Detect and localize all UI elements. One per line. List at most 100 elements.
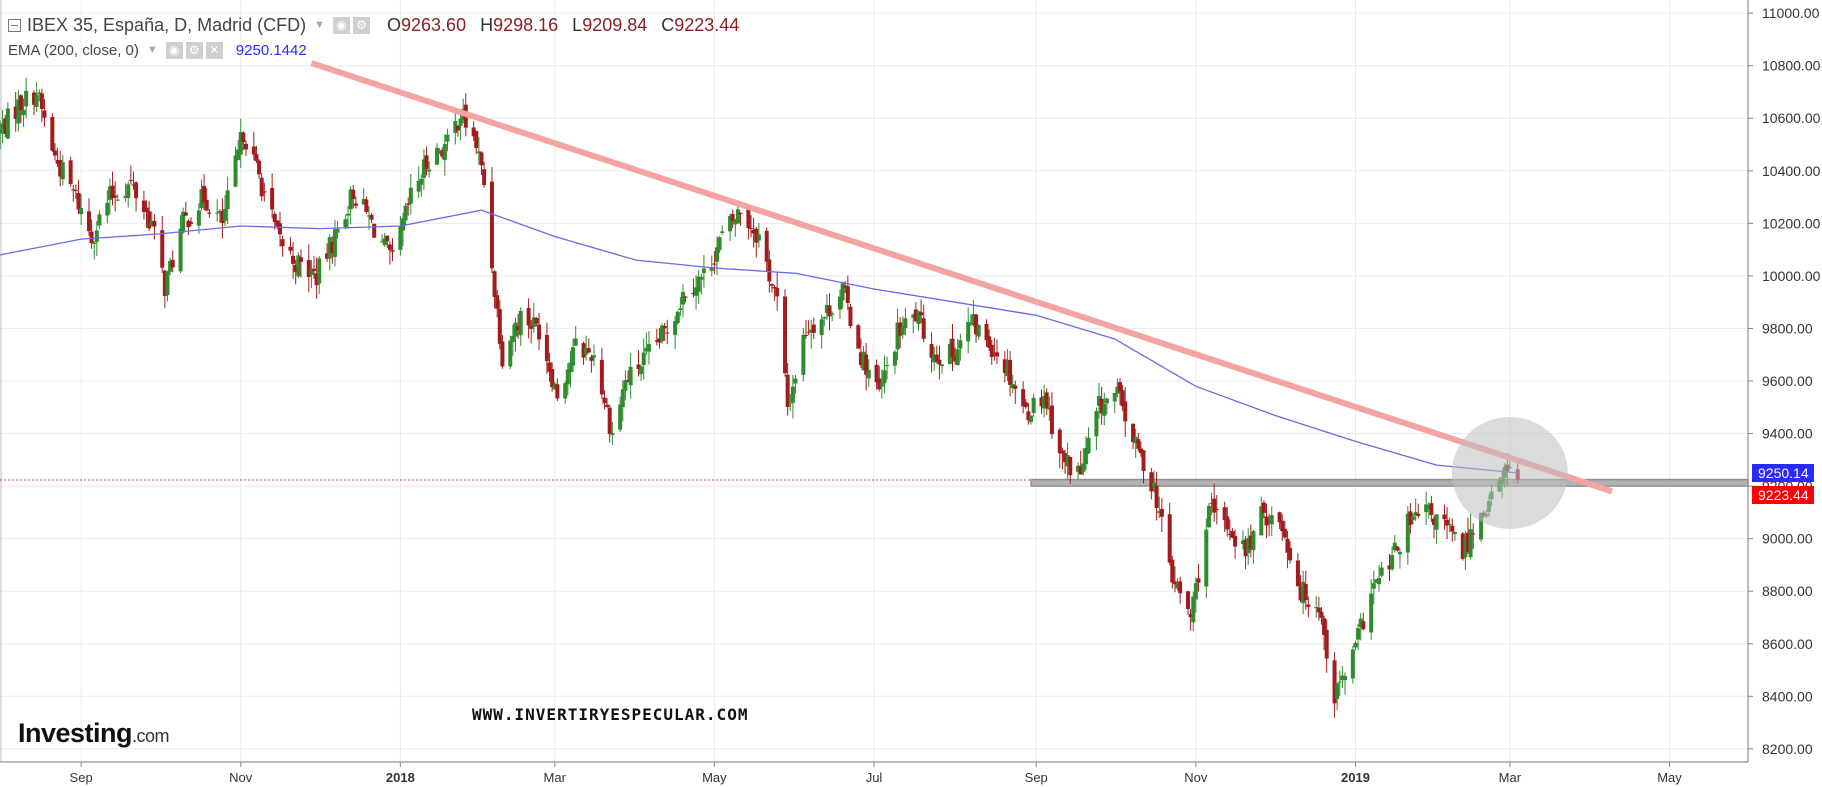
candle-body [1269,515,1274,525]
candle-body [1013,385,1018,389]
candle-body [994,352,999,357]
candle-body [437,152,442,154]
candle-body [1259,506,1264,536]
candle-body [335,228,340,233]
candle-body [79,207,84,215]
candle-body [678,308,683,311]
candle-body [1008,359,1013,385]
candle-body [605,404,610,408]
candle-body [110,185,115,199]
candle-body [196,210,201,226]
candle-body [382,238,387,246]
candle-body [717,237,722,251]
chevron-down-icon[interactable]: ▼ [146,44,158,56]
x-tick-label: Jul [866,770,883,785]
support-zone [1030,478,1749,487]
candle-body [989,344,994,357]
candle-body [21,109,26,116]
y-tick-label: 9000.00 [1762,531,1813,547]
candle-body [141,200,146,212]
candle-body [738,212,743,214]
candle-body [1261,502,1266,513]
candle-body [128,179,133,181]
candle-body [628,366,633,386]
candle-body [772,286,777,289]
eye-icon[interactable]: ◉ [333,16,350,34]
candle-body [351,189,356,200]
candle-body [186,220,191,228]
candle-body [929,344,934,358]
candle-body [160,230,165,268]
candle-body [1397,551,1402,555]
candle-body [1429,503,1434,516]
candle-body [52,150,57,156]
investing-logo[interactable]: Investing.com [18,718,170,749]
candle-body [181,211,186,233]
settings-icon[interactable]: ⚙ [185,41,203,59]
candle-body [767,259,772,282]
candle-body [400,218,405,231]
candle-body [1303,584,1308,601]
eye-icon[interactable]: ◉ [165,41,183,59]
y-tick-label: 10600.00 [1762,110,1821,126]
candle-body [866,369,871,379]
candle-body [39,93,44,109]
candle-body [123,195,128,199]
candle-body [1442,514,1447,520]
candle-body [602,397,607,404]
candle-body [1102,404,1107,416]
candle-body [1123,401,1128,422]
collapse-legend-icon[interactable] [8,18,21,32]
candle-body [1387,565,1392,570]
candle-body [636,364,641,369]
candle-body [709,267,714,271]
candle-body [217,211,222,213]
candle-body [1222,507,1227,520]
candle-body [565,369,570,385]
candle-body [492,271,497,298]
candle-body [92,242,97,244]
candle-body [1131,423,1136,443]
candle-body [361,199,366,205]
candle-body [1172,581,1177,585]
candle-body [1227,534,1232,536]
close-icon[interactable]: ✕ [205,41,223,59]
candle-body [497,309,502,344]
candle-body [550,369,555,388]
candle-body [1371,583,1376,589]
candle-body [913,309,918,322]
candle-body [987,336,992,348]
candle-body [675,311,680,324]
ema-label[interactable]: EMA (200, close, 0) [8,41,139,59]
symbol-legend-row: IBEX 35, España, D, Madrid (CFD) ▼ ◉ ⚙ O… [8,12,739,38]
candle-body [1466,532,1471,553]
y-tick-label: 9400.00 [1762,426,1813,442]
candle-body [1086,437,1091,454]
candle-body [152,221,157,227]
candle-body [1065,455,1070,467]
candle-body [921,318,926,339]
x-tick-label: Nov [229,770,253,785]
candle-body [1358,618,1363,628]
candle-body [251,146,256,155]
candle-body [940,364,945,367]
candle-body [1369,593,1374,633]
candle-body [1188,614,1193,618]
candle-body [1479,513,1484,540]
candle-body [107,186,112,200]
candle-body [34,94,39,107]
candle-body [1264,516,1269,526]
candle-body [1167,514,1172,563]
candle-body [1316,607,1321,613]
settings-icon[interactable]: ⚙ [353,16,370,34]
candle-body [756,234,761,241]
candle-body [60,162,65,180]
candle-body [754,228,759,243]
candle-body [332,229,337,257]
chevron-down-icon[interactable]: ▼ [314,19,325,31]
symbol-title[interactable]: IBEX 35, España, D, Madrid (CFD) [27,14,307,35]
candle-body [495,295,500,309]
ohlc-close-value: 9223.44 [674,14,740,35]
